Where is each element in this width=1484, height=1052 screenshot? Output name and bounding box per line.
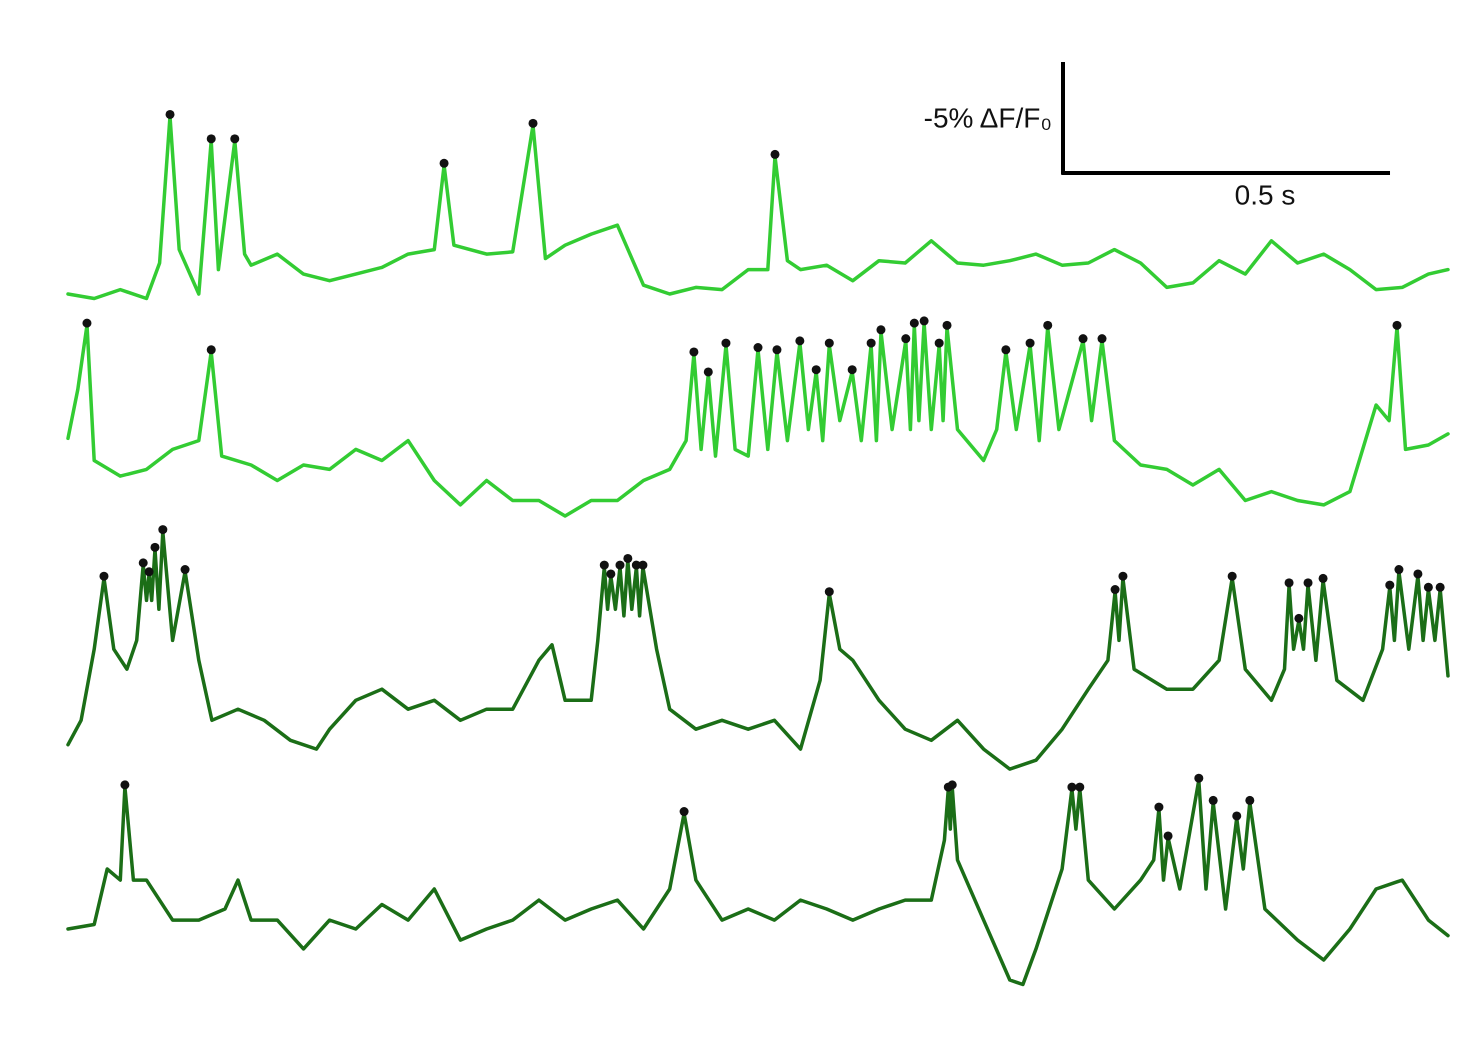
peak-marker xyxy=(1208,795,1218,805)
peak-marker xyxy=(206,345,216,355)
peak-marker xyxy=(528,118,538,128)
peak-marker xyxy=(703,367,713,377)
peak-marker xyxy=(150,542,160,552)
peak-marker xyxy=(1423,582,1433,592)
peak-marker xyxy=(180,565,190,575)
peak-marker xyxy=(876,325,886,335)
peak-marker xyxy=(934,338,944,348)
peak-marker xyxy=(753,343,763,353)
peak-marker xyxy=(1394,565,1404,575)
peak-marker xyxy=(82,318,92,328)
peak-marker xyxy=(599,560,609,570)
peak-marker xyxy=(947,780,957,790)
peak-marker xyxy=(1413,569,1423,579)
peak-marker xyxy=(942,320,952,330)
peak-marker xyxy=(679,807,689,817)
trace xyxy=(66,321,1450,518)
peak-marker xyxy=(1245,795,1255,805)
peak-marker xyxy=(721,338,731,348)
peak-marker xyxy=(1001,345,1011,355)
peak-marker xyxy=(1194,773,1204,783)
trace xyxy=(66,114,1450,301)
peak-marker xyxy=(638,560,648,570)
peak-marker xyxy=(158,525,168,535)
peak-marker xyxy=(1118,571,1128,581)
peak-marker xyxy=(1110,585,1120,595)
scale-x-label: 0.5 s xyxy=(1235,179,1296,210)
peak-marker xyxy=(772,345,782,355)
peak-marker xyxy=(689,347,699,357)
peak-marker xyxy=(1284,578,1294,588)
peak-marker xyxy=(909,318,919,328)
peak-marker xyxy=(1025,338,1035,348)
peak-marker xyxy=(99,571,109,581)
peak-marker xyxy=(1294,613,1304,623)
peak-marker xyxy=(1097,334,1107,344)
trace xyxy=(66,529,1450,771)
peak-marker xyxy=(1392,320,1402,330)
peak-marker xyxy=(1154,802,1164,812)
peak-marker xyxy=(824,587,834,597)
trace xyxy=(66,778,1450,987)
peak-marker xyxy=(631,560,641,570)
peak-marker xyxy=(824,338,834,348)
peak-marker xyxy=(1435,582,1445,592)
peak-marker xyxy=(230,134,240,144)
peak-marker xyxy=(1227,571,1237,581)
peak-marker xyxy=(138,558,148,568)
peak-marker xyxy=(1067,782,1077,792)
peak-marker xyxy=(919,316,929,326)
peak-marker xyxy=(1075,782,1085,792)
peak-marker xyxy=(1385,580,1395,590)
peak-marker xyxy=(811,365,821,375)
peak-marker xyxy=(1043,320,1053,330)
peak-marker xyxy=(866,338,876,348)
peak-marker xyxy=(623,553,633,563)
peak-marker xyxy=(1318,573,1328,583)
peak-marker xyxy=(795,336,805,346)
peak-marker xyxy=(615,560,625,570)
peak-marker xyxy=(1163,831,1173,841)
peak-marker xyxy=(770,149,780,159)
peak-marker xyxy=(206,134,216,144)
peak-marker xyxy=(1078,334,1088,344)
scale-y-label: -5% ΔF/F₀ xyxy=(924,102,1052,133)
peak-marker xyxy=(847,365,857,375)
peak-marker xyxy=(606,569,616,579)
peak-marker xyxy=(144,567,154,577)
peak-marker xyxy=(120,780,130,790)
peak-marker xyxy=(901,334,911,344)
peak-marker xyxy=(1303,578,1313,588)
peak-marker xyxy=(1232,811,1242,821)
peak-marker xyxy=(165,109,175,119)
peak-marker xyxy=(439,158,449,168)
